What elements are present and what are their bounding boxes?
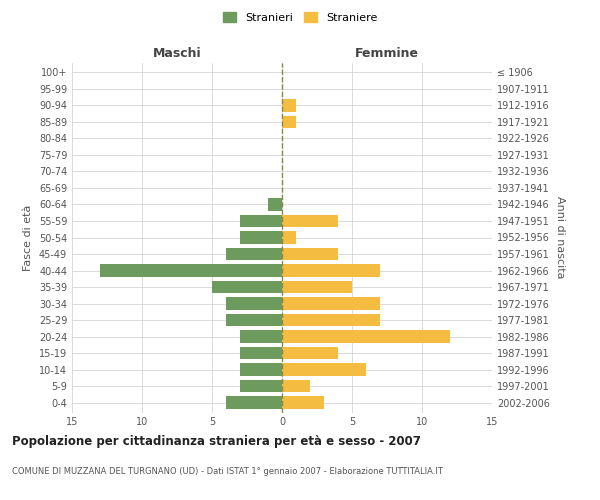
Bar	[282, 396, 324, 409]
Bar	[282, 364, 366, 376]
Bar	[226, 396, 282, 409]
Bar	[282, 116, 296, 128]
Text: COMUNE DI MUZZANA DEL TURGNANO (UD) - Dati ISTAT 1° gennaio 2007 - Elaborazione : COMUNE DI MUZZANA DEL TURGNANO (UD) - Da…	[12, 468, 443, 476]
Bar	[268, 198, 282, 210]
Bar	[282, 330, 450, 342]
Bar	[240, 232, 282, 243]
Bar	[282, 264, 380, 276]
Bar	[212, 281, 282, 293]
Legend: Stranieri, Straniere: Stranieri, Straniere	[218, 8, 382, 28]
Bar	[240, 330, 282, 342]
Bar	[282, 314, 380, 326]
Bar	[282, 232, 296, 243]
Bar	[282, 347, 338, 360]
Bar	[226, 248, 282, 260]
Bar	[226, 314, 282, 326]
Bar	[100, 264, 282, 276]
Bar	[240, 215, 282, 227]
Y-axis label: Anni di nascita: Anni di nascita	[555, 196, 565, 278]
Bar	[282, 248, 338, 260]
Bar	[240, 364, 282, 376]
Bar	[240, 380, 282, 392]
Bar	[282, 298, 380, 310]
Bar	[282, 380, 310, 392]
Bar	[226, 298, 282, 310]
Bar	[282, 281, 352, 293]
Bar	[282, 99, 296, 112]
Y-axis label: Fasce di età: Fasce di età	[23, 204, 33, 270]
Text: Popolazione per cittadinanza straniera per età e sesso - 2007: Popolazione per cittadinanza straniera p…	[12, 435, 421, 448]
Text: Maschi: Maschi	[152, 47, 202, 60]
Bar	[282, 215, 338, 227]
Bar	[240, 347, 282, 360]
Text: Femmine: Femmine	[355, 47, 419, 60]
